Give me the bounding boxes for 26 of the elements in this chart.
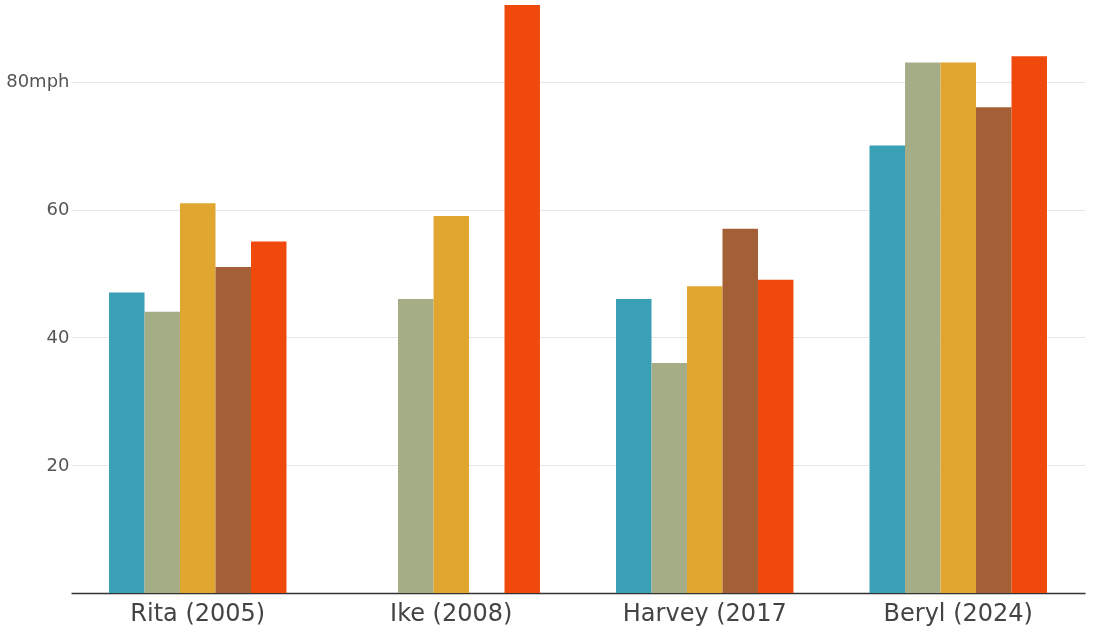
bar	[109, 292, 145, 593]
x-tick-label: Beryl (2024)	[883, 598, 1033, 627]
x-tick-label: Harvey (2017	[622, 598, 787, 627]
bar	[651, 362, 688, 593]
bar	[869, 145, 906, 593]
bar	[398, 299, 434, 593]
bar	[616, 299, 652, 593]
bar	[215, 267, 251, 593]
bar	[433, 215, 469, 593]
x-tick-label: Rita (2005)	[130, 598, 266, 627]
bar	[180, 203, 216, 593]
y-tick-label: 80mph	[6, 70, 70, 92]
bar	[687, 286, 723, 593]
y-tick-label: 40	[46, 325, 70, 347]
bar	[144, 311, 180, 593]
bar	[250, 241, 287, 593]
bar	[504, 5, 540, 593]
bar	[757, 279, 794, 593]
bar	[1011, 56, 1047, 593]
bar	[905, 62, 941, 593]
y-tick-label: 20	[46, 453, 70, 475]
y-tick-label: 60	[46, 198, 70, 220]
bar	[722, 228, 758, 593]
bar	[940, 62, 976, 593]
x-tick-label: Ike (2008)	[390, 598, 513, 627]
bar	[976, 107, 1012, 593]
